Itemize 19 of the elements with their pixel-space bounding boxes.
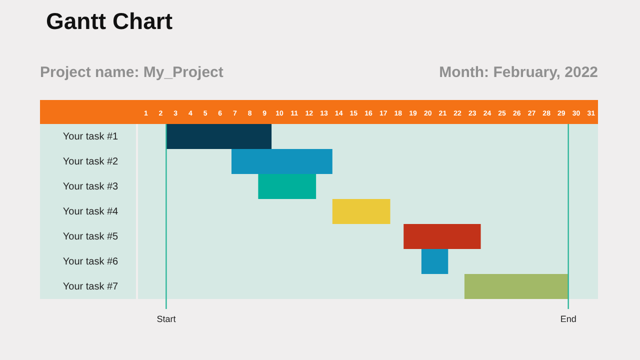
y-tick-label: Your task #1	[62, 132, 119, 142]
bar	[464, 274, 568, 299]
bar	[332, 199, 390, 224]
ref-line-label: End	[560, 314, 576, 324]
ref-line-label: Start	[156, 314, 176, 324]
text: Month: February, 2022	[439, 64, 598, 81]
y-tick-label: Your task #7	[62, 282, 119, 292]
y-tick-label: Your task #4	[62, 206, 119, 218]
bar	[166, 124, 272, 149]
bar	[404, 224, 481, 249]
y-tick-label: Your task #5	[62, 232, 119, 242]
y-tick-label: Your task #2	[62, 156, 119, 168]
y-tick-label: Your task #3	[62, 182, 119, 192]
chart-title: Gantt Chart	[46, 8, 172, 35]
y-tick-label: Your task #6	[62, 256, 119, 268]
bar	[421, 249, 448, 274]
text: Project name: My_Project	[40, 64, 224, 81]
bar	[258, 174, 316, 199]
bar	[231, 149, 332, 174]
